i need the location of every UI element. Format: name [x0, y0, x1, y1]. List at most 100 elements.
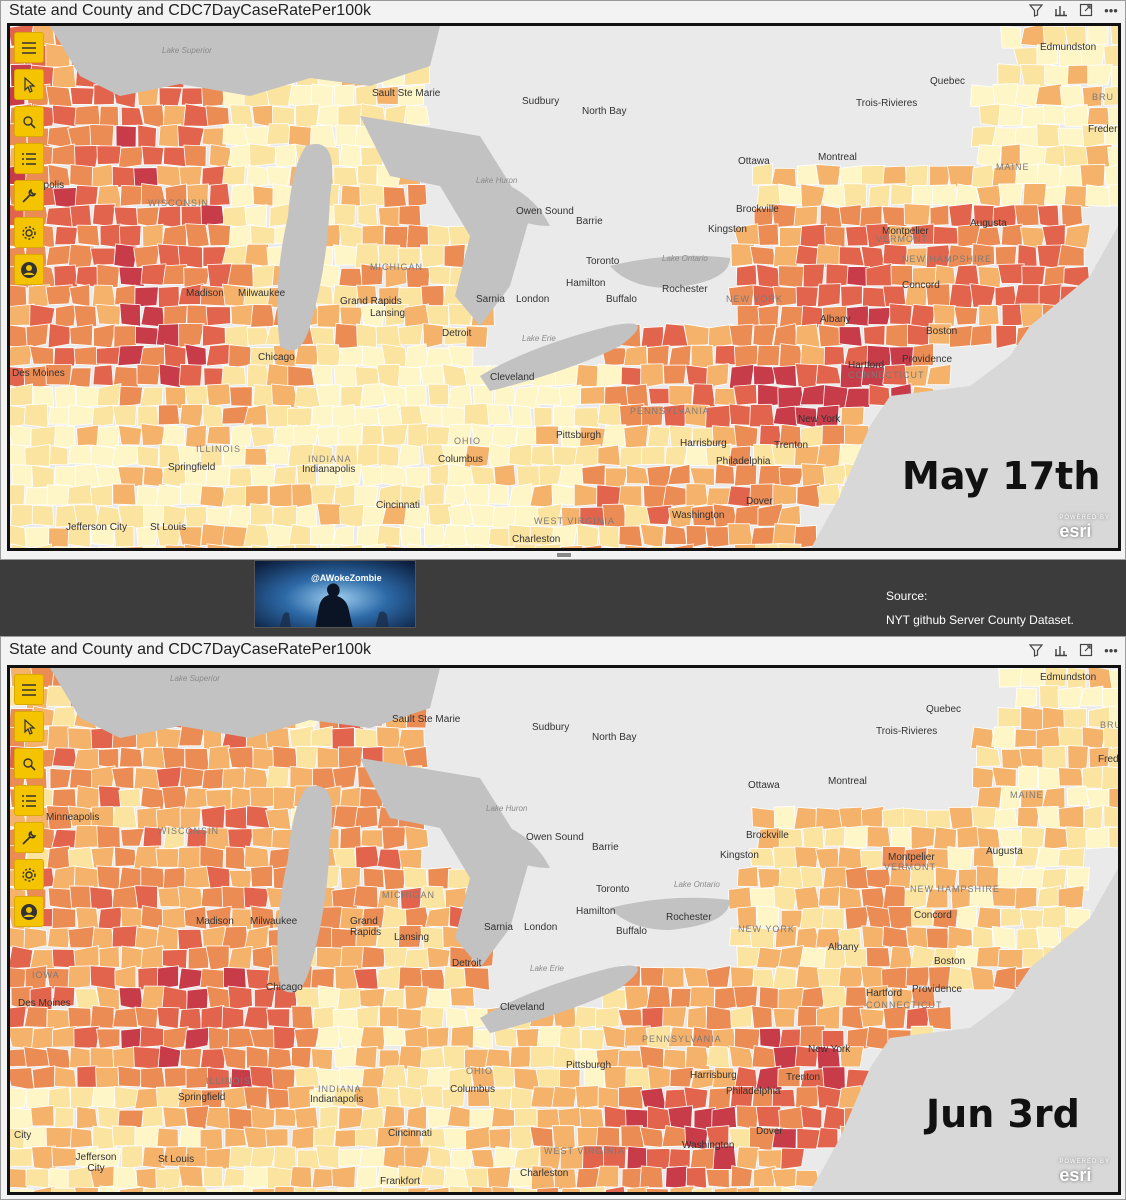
county: [1108, 705, 1118, 731]
county: [295, 103, 320, 129]
map-canvas[interactable]: Edmundston Quebec Sudbury North Bay Saul…: [7, 665, 1121, 1195]
county: [353, 968, 379, 990]
county: [752, 1165, 776, 1188]
county: [445, 1007, 469, 1029]
county: [816, 1127, 839, 1149]
county: [89, 886, 114, 911]
county: [382, 868, 407, 891]
county: [471, 1185, 496, 1192]
county: [333, 166, 358, 188]
city-label: Springfield: [168, 462, 216, 473]
settings-button[interactable]: [14, 217, 44, 248]
map-visual-top: State and County and CDC7DayCaseRatePer1…: [0, 0, 1126, 560]
account-button[interactable]: [14, 254, 44, 285]
city-label: Trenton: [774, 440, 809, 451]
filter-icon[interactable]: [1028, 3, 1044, 19]
county: [23, 1046, 51, 1068]
select-arrow-icon: [24, 718, 36, 735]
city-label: Philadelphia: [726, 1086, 781, 1097]
county: [910, 986, 936, 1007]
county: [161, 424, 186, 446]
county: [75, 907, 100, 930]
more-options-icon[interactable]: •••: [1104, 3, 1118, 18]
map-canvas[interactable]: Edmundston Quebec Sudbury North Bay Saul…: [7, 23, 1121, 551]
focus-mode-icon[interactable]: [1053, 643, 1069, 659]
county: [1035, 83, 1063, 106]
menu-button[interactable]: [14, 32, 44, 63]
county: [991, 766, 1017, 787]
county: [183, 543, 211, 548]
county: [245, 805, 271, 829]
county: [793, 205, 819, 227]
county: [384, 303, 409, 327]
county: [597, 444, 621, 466]
county: [535, 543, 562, 548]
county: [354, 806, 379, 830]
select-button[interactable]: [14, 69, 44, 100]
county: [425, 305, 450, 327]
county: [1107, 106, 1118, 126]
choropleth-map[interactable]: [10, 668, 1118, 1192]
county: [309, 326, 336, 347]
filter-icon[interactable]: [1028, 643, 1044, 659]
account-button[interactable]: [14, 896, 44, 927]
tools-button[interactable]: [14, 822, 44, 853]
county: [773, 846, 799, 870]
county: [513, 543, 541, 548]
county: [163, 1067, 188, 1088]
county: [359, 1106, 385, 1131]
county: [640, 445, 666, 466]
county: [361, 945, 387, 969]
city-label: Sault Ste Marie: [372, 88, 441, 99]
county: [645, 504, 673, 526]
county: [74, 1186, 99, 1192]
county: [337, 423, 363, 448]
search-button[interactable]: [14, 106, 44, 137]
select-button[interactable]: [14, 711, 44, 742]
more-options-icon[interactable]: •••: [1104, 643, 1118, 658]
county: [311, 404, 334, 428]
county: [179, 483, 203, 505]
resize-handle[interactable]: [557, 553, 571, 557]
county: [383, 186, 407, 208]
county: [140, 786, 166, 811]
choropleth-map[interactable]: [10, 26, 1118, 548]
menu-button[interactable]: [14, 674, 44, 705]
county: [956, 826, 980, 849]
legend-button[interactable]: [14, 143, 44, 174]
legend-button[interactable]: [14, 785, 44, 816]
county: [69, 1127, 93, 1149]
county: [51, 747, 78, 768]
county: [749, 887, 776, 909]
county: [1057, 243, 1085, 267]
county: [425, 347, 453, 368]
county: [230, 545, 251, 548]
county: [419, 404, 445, 427]
county: [338, 463, 363, 488]
county: [111, 885, 138, 910]
county: [31, 464, 55, 489]
county: [1063, 223, 1091, 249]
county: [774, 925, 798, 949]
settings-button[interactable]: [14, 859, 44, 890]
county: [640, 363, 664, 389]
state-label: NEW HAMPSHIRE: [902, 254, 993, 264]
county: [293, 1186, 318, 1192]
county: [73, 346, 101, 366]
county: [535, 384, 563, 406]
county: [771, 1167, 797, 1189]
county: [793, 806, 820, 830]
expand-icon[interactable]: [1078, 3, 1094, 19]
expand-icon[interactable]: [1078, 643, 1094, 659]
county: [795, 965, 821, 990]
water-label: Lake Erie: [522, 334, 556, 343]
focus-mode-icon[interactable]: [1053, 3, 1069, 19]
county: [47, 927, 71, 949]
county: [890, 264, 914, 287]
county: [1085, 184, 1111, 207]
county: [969, 283, 997, 308]
search-button[interactable]: [14, 748, 44, 779]
county: [354, 727, 379, 749]
tools-button[interactable]: [14, 180, 44, 211]
county: [1036, 44, 1059, 68]
